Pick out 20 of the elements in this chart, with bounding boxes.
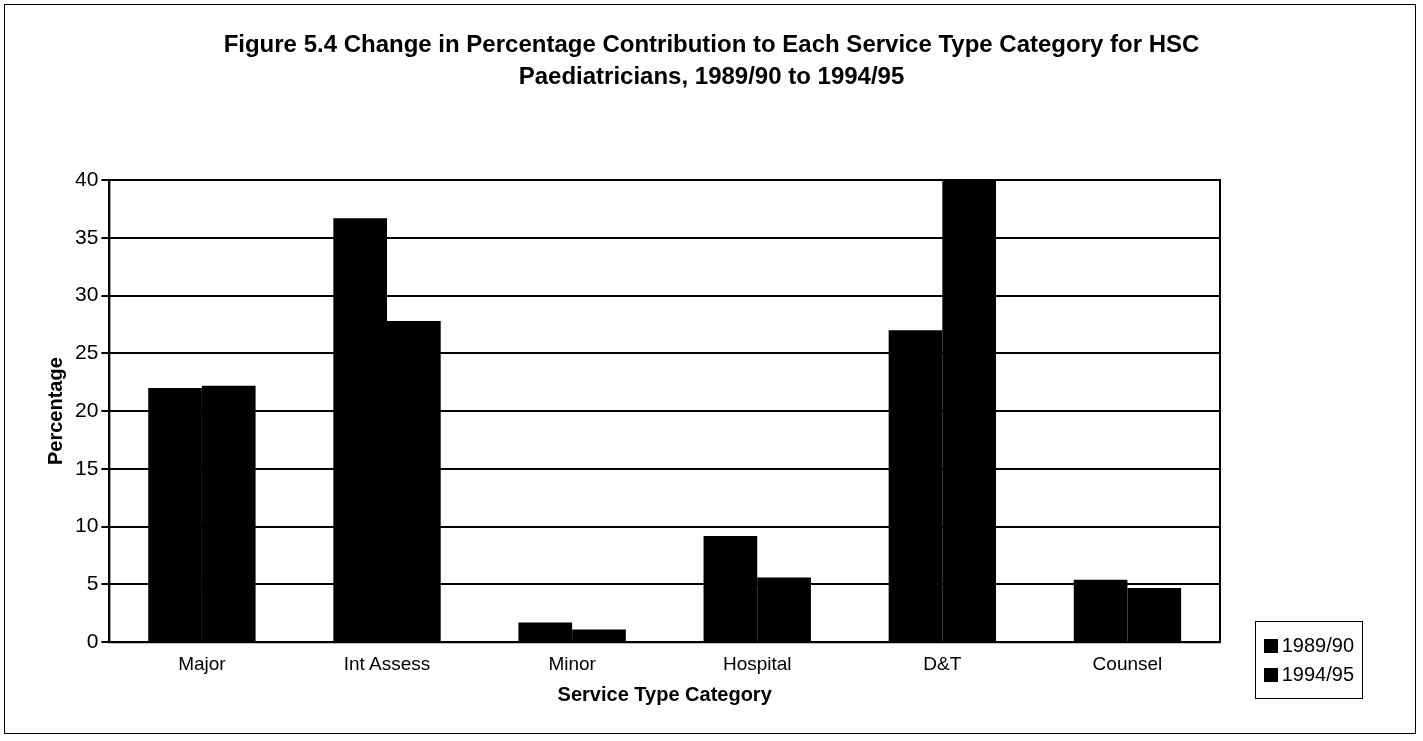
y-tick-label: 20 (75, 397, 99, 421)
y-tick-label: 35 (75, 224, 99, 248)
y-tick-label: 15 (75, 455, 99, 479)
legend-label: 1994/95 (1281, 663, 1354, 686)
y-axis-title: Percentage (43, 357, 66, 466)
y-tick-label: 30 (75, 282, 99, 306)
y-tick-label: 40 (75, 166, 99, 190)
y-tick-label: 0 (86, 629, 99, 652)
x-tick-label: Major (178, 652, 227, 674)
x-axis-title: Service Type Category (557, 682, 773, 705)
x-tick-label: Counsel (1092, 652, 1163, 674)
y-tick-label: 25 (75, 340, 99, 364)
legend-label: 1989/90 (1281, 634, 1354, 657)
x-tick-label: Int Assess (343, 652, 431, 674)
chart-title: Figure 5.4 Change in Percentage Contribution to Each Service Type Category for HSC Paediatricians, 1989/90 to 1994/95 (222, 29, 1201, 91)
x-tick-label: Minor (548, 652, 597, 674)
x-tick-label: Hospital (722, 652, 792, 674)
y-tick-label: 5 (86, 571, 99, 595)
x-tick-label: D&T (923, 652, 962, 674)
y-tick-label: 10 (75, 513, 99, 537)
